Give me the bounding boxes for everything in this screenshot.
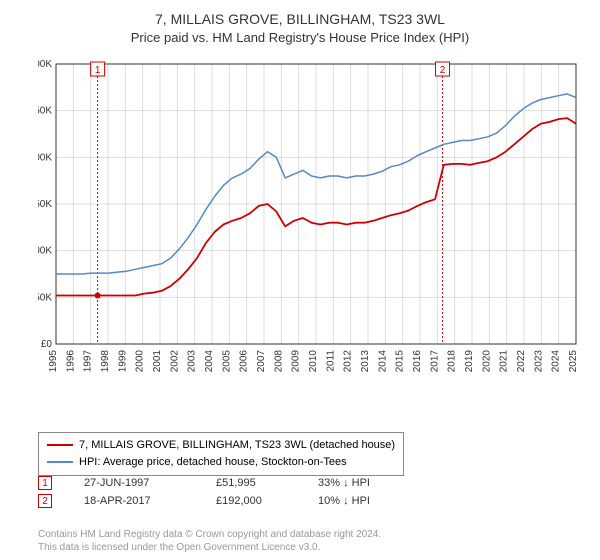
- svg-text:2000: 2000: [135, 350, 146, 373]
- svg-text:2019: 2019: [464, 350, 475, 373]
- svg-text:2025: 2025: [568, 350, 579, 373]
- transaction-markers: 1 27-JUN-1997 £51,995 33% ↓ HPI 2 18-APR…: [38, 476, 408, 512]
- svg-text:2001: 2001: [152, 350, 163, 373]
- svg-text:2021: 2021: [499, 350, 510, 373]
- svg-text:£50K: £50K: [38, 292, 52, 303]
- legend-row-property: 7, MILLAIS GROVE, BILLINGHAM, TS23 3WL (…: [47, 437, 395, 454]
- svg-text:1998: 1998: [100, 350, 111, 373]
- svg-text:2012: 2012: [343, 350, 354, 373]
- chart-area: £0 £50K £100K £150K £200K £250K £300K 1995 1996 1…: [38, 58, 582, 388]
- svg-text:2008: 2008: [273, 350, 284, 373]
- svg-text:1999: 1999: [117, 350, 128, 373]
- marker-date-2: 18-APR-2017: [84, 495, 184, 507]
- svg-text:2018: 2018: [447, 350, 458, 373]
- svg-text:2023: 2023: [533, 350, 544, 373]
- marker-pct-2: 10% ↓ HPI: [318, 495, 408, 507]
- svg-text:2004: 2004: [204, 350, 215, 373]
- footnote-line2: This data is licensed under the Open Gov…: [38, 541, 381, 554]
- svg-text:2022: 2022: [516, 350, 527, 373]
- svg-text:£0: £0: [41, 339, 53, 350]
- svg-text:2016: 2016: [412, 350, 423, 373]
- svg-text:2006: 2006: [239, 350, 250, 373]
- svg-text:2002: 2002: [169, 350, 180, 373]
- marker-pct-1: 33% ↓ HPI: [318, 477, 408, 489]
- marker-badge-2: 2: [38, 494, 52, 508]
- svg-text:2011: 2011: [325, 350, 336, 372]
- legend-box: 7, MILLAIS GROVE, BILLINGHAM, TS23 3WL (…: [38, 432, 404, 476]
- svg-text:2009: 2009: [291, 350, 302, 373]
- title-block: 7, MILLAIS GROVE, BILLINGHAM, TS23 3WL P…: [0, 0, 600, 53]
- line-chart-svg: £0 £50K £100K £150K £200K £250K £300K 1995 1996 1…: [38, 58, 582, 388]
- svg-text:1996: 1996: [65, 350, 76, 373]
- legend-swatch-property: [47, 444, 73, 446]
- svg-text:2014: 2014: [377, 350, 388, 373]
- svg-text:2024: 2024: [551, 350, 562, 373]
- svg-text:1: 1: [95, 65, 101, 76]
- svg-text:£100K: £100K: [38, 246, 52, 257]
- marker-date-1: 27-JUN-1997: [84, 477, 184, 489]
- svg-text:£200K: £200K: [38, 152, 52, 163]
- svg-text:1997: 1997: [83, 350, 94, 373]
- svg-text:1995: 1995: [48, 350, 59, 373]
- svg-text:2017: 2017: [429, 350, 440, 373]
- svg-text:2005: 2005: [221, 350, 232, 373]
- legend-swatch-hpi: [47, 461, 73, 463]
- svg-text:£150K: £150K: [38, 199, 52, 210]
- title-line2: Price paid vs. HM Land Registry's House …: [0, 30, 600, 47]
- legend-row-hpi: HPI: Average price, detached house, Stoc…: [47, 454, 395, 471]
- svg-text:2003: 2003: [187, 350, 198, 373]
- legend-label-hpi: HPI: Average price, detached house, Stoc…: [79, 454, 347, 471]
- legend-label-property: 7, MILLAIS GROVE, BILLINGHAM, TS23 3WL (…: [79, 437, 395, 454]
- svg-text:£250K: £250K: [38, 106, 52, 117]
- marker-price-2: £192,000: [216, 495, 286, 507]
- svg-text:2010: 2010: [308, 350, 319, 373]
- chart-container: 7, MILLAIS GROVE, BILLINGHAM, TS23 3WL P…: [0, 0, 600, 560]
- marker-price-1: £51,995: [216, 477, 286, 489]
- footnote: Contains HM Land Registry data © Crown c…: [38, 528, 381, 554]
- svg-text:£300K: £300K: [38, 59, 52, 70]
- title-line1: 7, MILLAIS GROVE, BILLINGHAM, TS23 3WL: [0, 10, 600, 28]
- svg-text:2: 2: [440, 65, 446, 76]
- svg-text:2015: 2015: [395, 350, 406, 373]
- marker-badge-1: 1: [38, 476, 52, 490]
- svg-text:2007: 2007: [256, 350, 267, 373]
- footnote-line1: Contains HM Land Registry data © Crown c…: [38, 528, 381, 541]
- svg-text:2020: 2020: [481, 350, 492, 373]
- transaction-row-1: 1 27-JUN-1997 £51,995 33% ↓ HPI: [38, 476, 408, 490]
- transaction-row-2: 2 18-APR-2017 £192,000 10% ↓ HPI: [38, 494, 408, 508]
- svg-text:2013: 2013: [360, 350, 371, 373]
